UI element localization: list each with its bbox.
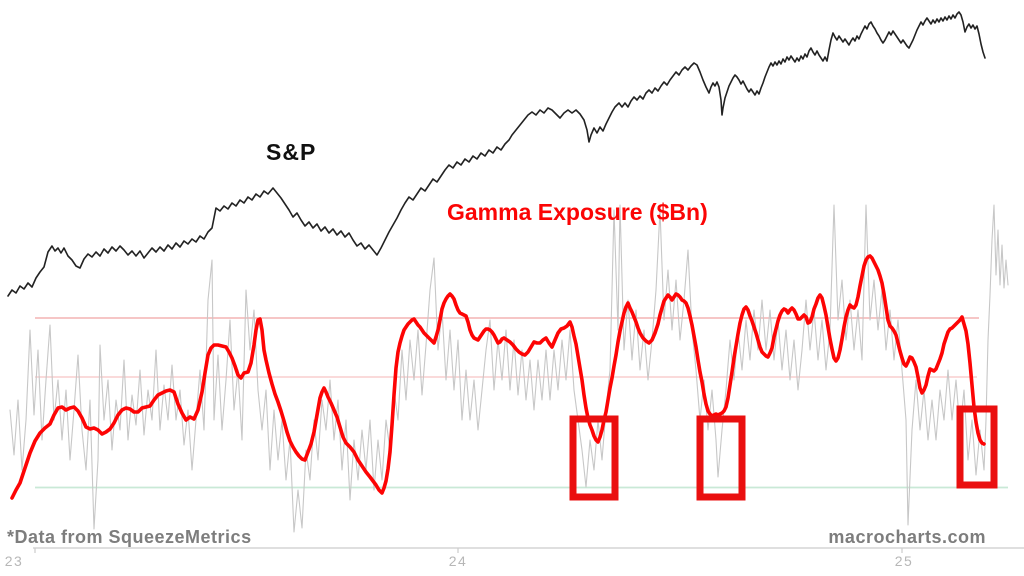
gamma-exposure-series-label: Gamma Exposure ($Bn) <box>447 199 708 225</box>
highlight-box-1 <box>569 415 619 501</box>
data-source-note: *Data from SqueezeMetrics <box>7 527 252 547</box>
highlight-box-3 <box>956 405 998 489</box>
sp500-series-label: S&P <box>266 139 317 165</box>
gamma-exposure-raw-line <box>9 204 1009 533</box>
s-p-line <box>7 11 986 297</box>
x-tick-label-24: 24 <box>449 553 468 569</box>
x-tick-label-23: 23 <box>5 553 24 569</box>
site-watermark: macrocharts.com <box>828 527 986 547</box>
x-tick-label-25: 25 <box>895 553 914 569</box>
highlight-box-2 <box>696 415 746 501</box>
gamma-exposure-smoothed-line <box>10 254 986 500</box>
